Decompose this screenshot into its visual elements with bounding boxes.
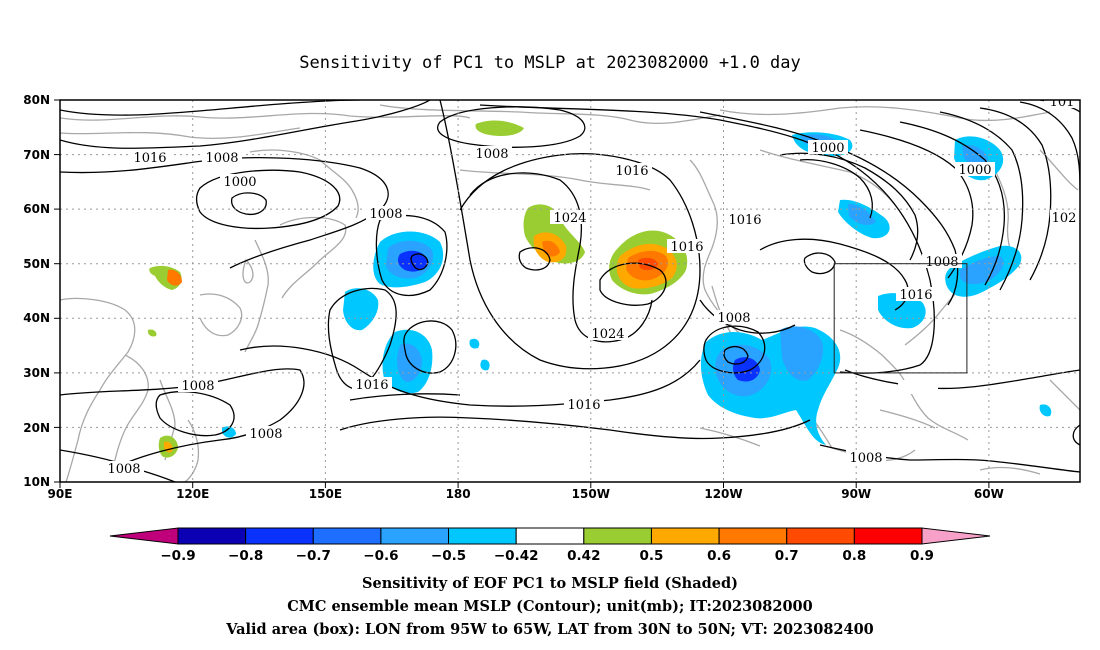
lat-label-70n: 70N — [23, 148, 50, 162]
contour-label: 1008 — [849, 451, 882, 466]
contour-label: 1008 — [369, 207, 402, 222]
colorbar-swatch — [380, 527, 450, 545]
shade-negative — [848, 204, 876, 225]
lon-label-90w: 90W — [841, 487, 871, 501]
map-frame — [59, 99, 1081, 483]
colorbar-swatch — [515, 527, 585, 545]
colorbar-swatch — [583, 527, 652, 545]
shade-positive — [475, 120, 524, 136]
contour-label: 1016 — [355, 378, 388, 393]
caption-line-1: Sensitivity of EOF PC1 to MSLP field (Sh… — [362, 575, 738, 592]
shade-negative — [962, 144, 988, 166]
contour-label: 102 — [1052, 211, 1077, 226]
contour-label: 1008 — [249, 427, 282, 442]
lon-label-90e: 90E — [48, 487, 73, 501]
contour-label: 1000 — [811, 141, 844, 156]
shade-negative — [960, 256, 1004, 285]
figure-title: Sensitivity of PC1 to MSLP at 2023082000… — [299, 53, 801, 73]
valid-area-box — [833, 263, 968, 374]
shade-negative — [397, 250, 428, 272]
shade-negative — [878, 293, 926, 329]
colorbar: −0.9 −0.8 −0.7 −0.6 −0.5 −0.42 0.42 0.5 0.6 0.7 0.… — [109, 527, 991, 564]
colorbar-high-end — [921, 527, 991, 545]
lon-label-60w: 60W — [974, 487, 1004, 501]
contour-label: 1008 — [107, 462, 140, 477]
lon-label-120w: 120W — [704, 487, 742, 501]
colorbar-tick-label: 0.9 — [910, 548, 934, 564]
contour-label: 1024 — [591, 327, 624, 342]
contour-label: 1024 — [553, 211, 586, 226]
contour-label: 1000 — [223, 175, 256, 190]
colorbar-tick-label: 0.8 — [842, 548, 866, 564]
contour-label: 1016 — [133, 151, 166, 166]
contour-label-group: 1016 1008 1000 1008 1008 1024 1016 1024 … — [104, 95, 1080, 477]
lat-label-10n: 10N — [23, 475, 50, 489]
contour-label: 1008 — [205, 151, 238, 166]
contour-label: 1008 — [181, 379, 214, 394]
colorbar-tick-label: −0.6 — [363, 548, 398, 564]
caption-line-2: CMC ensemble mean MSLP (Contour); unit(m… — [287, 598, 812, 615]
lat-axis: 80N 70N 60N 50N 40N 30N 20N 10N — [23, 93, 60, 489]
contour-label: 101 — [1050, 95, 1075, 110]
lat-label-40n: 40N — [23, 311, 50, 325]
contour-label: 1016 — [567, 398, 600, 413]
colorbar-low-end — [109, 527, 179, 545]
colorbar-tick-label: 0.6 — [707, 548, 731, 564]
contour-label: 1008 — [925, 255, 958, 270]
graticule — [60, 100, 1080, 482]
lat-label-80n: 80N — [23, 93, 50, 107]
lon-axis: 90E 120E 150E 180 150W 120W 90W 60W — [48, 482, 1004, 501]
colorbar-swatch — [312, 527, 382, 545]
colorbar-tick-label: −0.5 — [431, 548, 466, 564]
caption-line-3: Valid area (box): LON from 95W to 65W, L… — [225, 621, 874, 638]
contour-label: 1016 — [899, 288, 932, 303]
shade-negative — [222, 426, 236, 438]
colorbar-swatch — [650, 527, 720, 545]
shade-positive — [167, 269, 182, 286]
contour-label: 1000 — [958, 163, 991, 178]
shade-positive — [147, 329, 157, 337]
shade-negative — [469, 338, 480, 349]
colorbar-tick-label: 0.42 — [567, 548, 600, 564]
colorbar-tick-label: −0.7 — [296, 548, 331, 564]
map-area: 1016 1008 1000 1008 1008 1024 1016 1024 … — [60, 95, 1080, 482]
colorbar-tick-label: −0.9 — [160, 548, 195, 564]
colorbar-tick-label: −0.8 — [228, 548, 263, 564]
contour-label: 1016 — [615, 164, 648, 179]
colorbar-tick-label: 0.7 — [775, 548, 799, 564]
lat-label-50n: 50N — [23, 257, 50, 271]
lat-label-30n: 30N — [23, 366, 50, 380]
colorbar-swatch — [786, 527, 855, 545]
colorbar-swatch — [448, 527, 517, 545]
lon-label-150e: 150E — [309, 487, 342, 501]
shade-negative — [780, 326, 824, 381]
contour-label: 1008 — [475, 147, 508, 162]
lat-label-20n: 20N — [23, 421, 50, 435]
shade-negative — [343, 288, 379, 331]
contour-label: 1008 — [717, 311, 750, 326]
colorbar-swatch — [177, 527, 247, 545]
colorbar-swatch — [245, 527, 314, 545]
contour-label: 1016 — [670, 240, 703, 255]
lon-label-180: 180 — [446, 487, 471, 501]
lon-label-150w: 150W — [572, 487, 610, 501]
colorbar-tick-label: 0.5 — [639, 548, 663, 564]
shade-negative — [480, 359, 490, 371]
lon-label-120e: 120E — [176, 487, 209, 501]
colorbar-tick-label: −0.42 — [494, 548, 539, 564]
lat-label-60n: 60N — [23, 202, 50, 216]
contour-label: 1016 — [728, 213, 761, 228]
colorbar-swatch — [853, 527, 923, 545]
shade-negative — [1039, 404, 1052, 417]
colorbar-swatch — [718, 527, 788, 545]
mslp-contours — [60, 100, 1080, 482]
